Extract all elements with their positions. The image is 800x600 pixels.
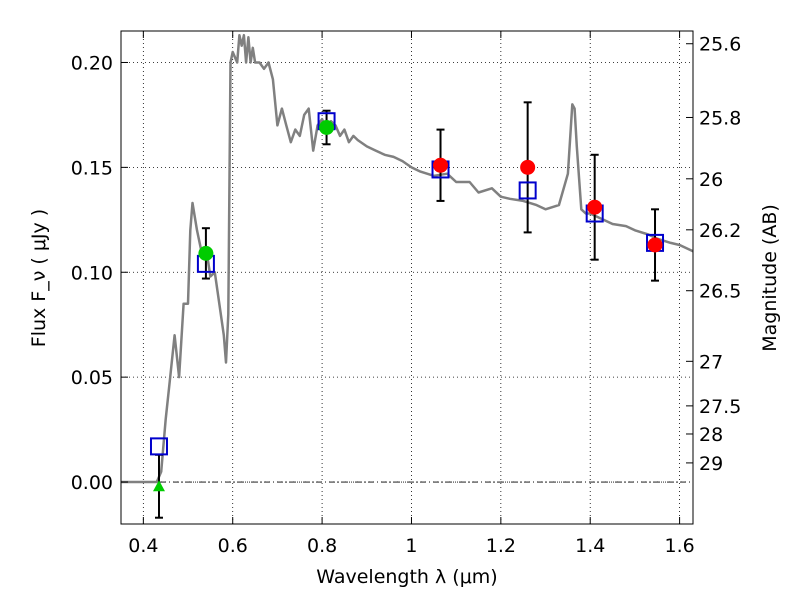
- red-point: [587, 199, 603, 215]
- x-tick-label: 1.6: [664, 535, 694, 557]
- green-point: [319, 120, 335, 136]
- x-tick-label: 1.2: [486, 535, 516, 557]
- red-point: [647, 237, 663, 253]
- x-tick-label: 1: [405, 535, 417, 557]
- red-point: [520, 159, 536, 175]
- y-axis-title: Flux F_ν ( μJy ): [28, 209, 50, 347]
- x-tick-label: 0.8: [307, 535, 337, 557]
- mag-tick-label: 25.8: [699, 107, 741, 129]
- y-tick-label: 0.20: [71, 52, 113, 74]
- mag-tick-label: 28: [699, 424, 723, 446]
- mag-tick-label: 26.2: [699, 220, 741, 242]
- mag-tick-label: 29: [699, 453, 723, 475]
- red-point: [433, 157, 449, 173]
- mag-tick-label: 25.6: [699, 34, 741, 56]
- y-tick-label: 0.05: [71, 367, 113, 389]
- axis-ticks: 0.4 0.6 0.8 1 1.2 1.4 1.6 0.00 0.05 0.10 0.15 0.20 2…: [71, 31, 741, 557]
- grid-lines: [121, 31, 693, 524]
- mag-tick-label: 26.5: [699, 281, 741, 303]
- y2-axis-title: Magnitude (AB): [759, 204, 781, 352]
- y-tick-label: 0.15: [71, 157, 113, 179]
- mag-tick-label: 27.5: [699, 396, 741, 418]
- x-tick-label: 0.6: [218, 535, 248, 557]
- plot-frame: [120, 30, 694, 525]
- x-tick-label: 1.4: [575, 535, 605, 557]
- filled-markers: [152, 120, 663, 492]
- mag-tick-label: 27: [699, 351, 723, 373]
- mag-tick-label: 26: [699, 169, 723, 191]
- y-tick-label: 0.10: [71, 262, 113, 284]
- y-tick-label: 0.00: [71, 472, 113, 494]
- open-square-marker: [149, 437, 168, 456]
- open-square-marker: [518, 181, 537, 200]
- upper-limit-triangle: [152, 480, 165, 492]
- x-axis-title: Wavelength λ (μm): [316, 566, 497, 588]
- x-tick-label: 0.4: [128, 535, 158, 557]
- green-point: [198, 245, 214, 261]
